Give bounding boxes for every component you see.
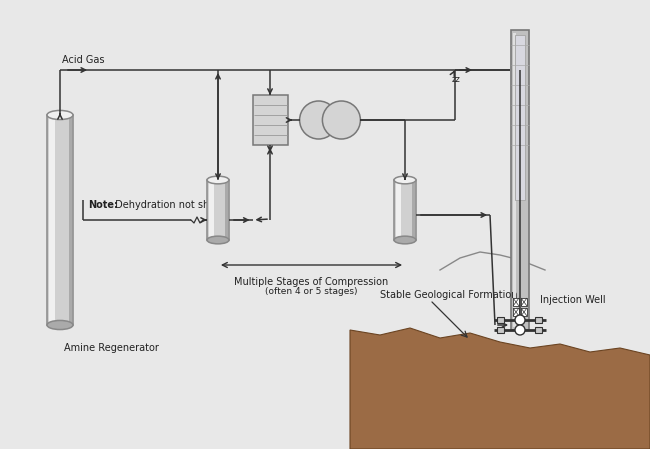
Bar: [497, 317, 504, 323]
Bar: [521, 308, 527, 316]
Bar: [515, 35, 525, 200]
Text: Stable Geological Formation: Stable Geological Formation: [380, 290, 517, 300]
Bar: [513, 308, 519, 316]
Ellipse shape: [207, 236, 229, 244]
Ellipse shape: [394, 176, 416, 184]
Ellipse shape: [47, 321, 73, 330]
Text: Dehydration not shown: Dehydration not shown: [112, 200, 229, 210]
Bar: [535, 317, 542, 323]
Bar: [49, 118, 55, 322]
Text: (often 4 or 5 stages): (often 4 or 5 stages): [265, 287, 358, 296]
Text: Amine Regenerator: Amine Regenerator: [64, 343, 159, 353]
Text: Multiple Stages of Compression: Multiple Stages of Compression: [235, 277, 389, 287]
Bar: [511, 30, 529, 330]
Bar: [412, 183, 415, 237]
Text: Note:: Note:: [88, 200, 118, 210]
Bar: [47, 115, 73, 325]
Bar: [209, 183, 214, 237]
Bar: [513, 33, 516, 327]
Polygon shape: [350, 328, 650, 449]
Bar: [513, 298, 519, 306]
Circle shape: [322, 101, 360, 139]
Bar: [521, 298, 527, 306]
Circle shape: [515, 315, 525, 325]
Bar: [497, 327, 504, 333]
Text: Acid Gas: Acid Gas: [62, 55, 105, 65]
Bar: [535, 327, 542, 333]
Ellipse shape: [207, 176, 229, 184]
Text: zz: zz: [452, 75, 461, 84]
Circle shape: [515, 325, 525, 335]
Bar: [225, 183, 228, 237]
Bar: [207, 180, 229, 240]
Bar: [69, 118, 72, 322]
Ellipse shape: [47, 110, 73, 119]
Bar: [396, 183, 401, 237]
Circle shape: [300, 101, 337, 139]
Text: Injection Well: Injection Well: [540, 295, 606, 305]
Ellipse shape: [394, 236, 416, 244]
Bar: [394, 180, 416, 240]
Bar: [252, 95, 287, 145]
